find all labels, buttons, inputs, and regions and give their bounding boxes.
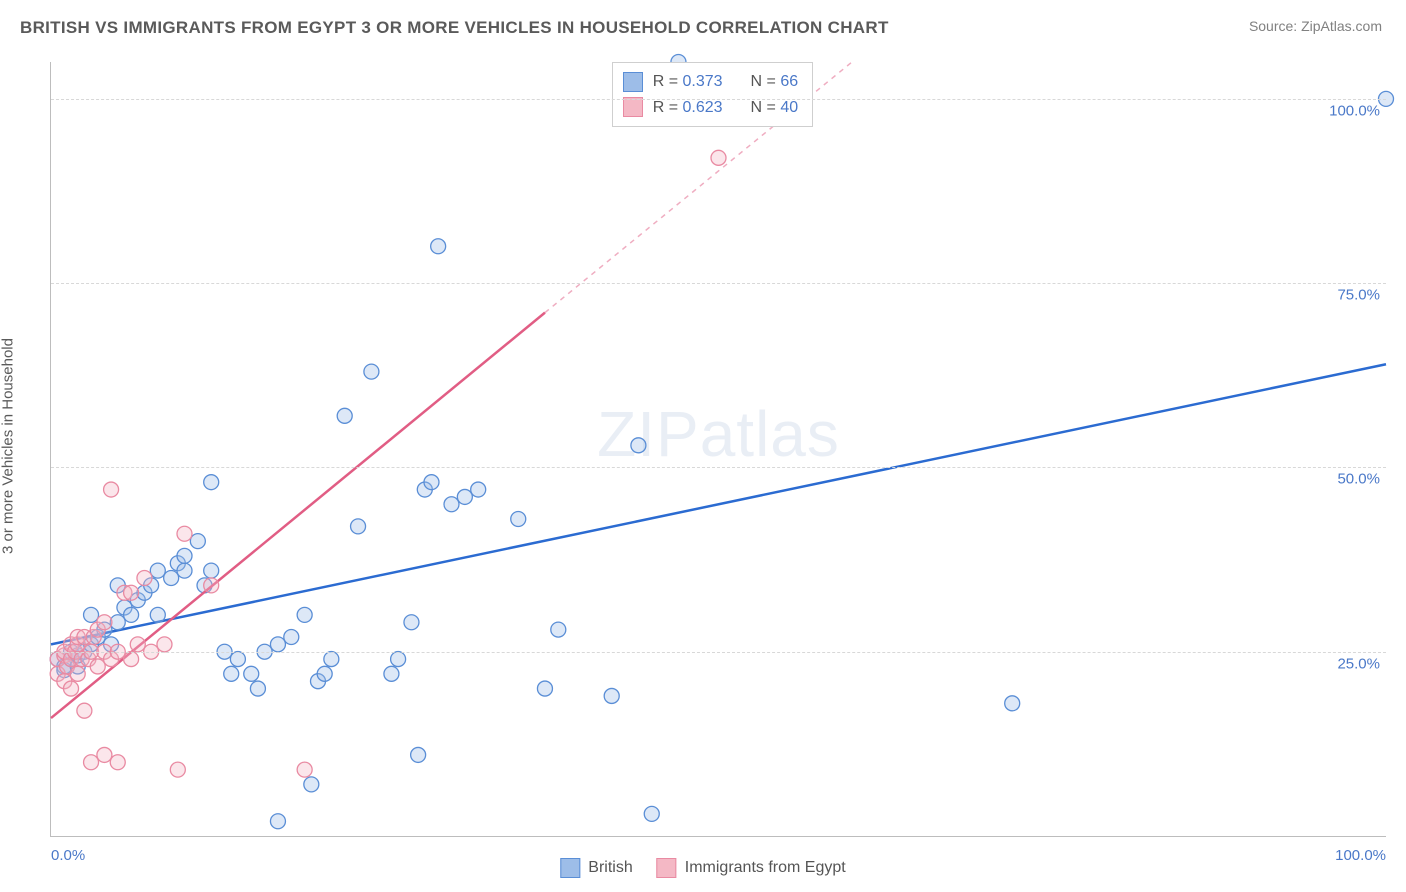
data-point-egypt	[137, 571, 152, 586]
data-point-egypt	[104, 482, 119, 497]
data-point-british	[411, 747, 426, 762]
data-point-egypt	[157, 637, 172, 652]
legend-item-british[interactable]: British	[560, 858, 632, 878]
data-point-british	[324, 652, 339, 667]
data-point-british	[384, 666, 399, 681]
data-point-british	[404, 615, 419, 630]
legend-label: British	[588, 859, 632, 877]
data-point-british	[224, 666, 239, 681]
data-point-egypt	[297, 762, 312, 777]
stats-row-british: R = 0.373 N = 66	[623, 69, 798, 95]
data-point-british	[444, 497, 459, 512]
data-point-egypt	[110, 755, 125, 770]
data-point-egypt	[97, 615, 112, 630]
data-point-british	[364, 364, 379, 379]
swatch-egypt-icon	[657, 858, 677, 878]
data-point-egypt	[97, 747, 112, 762]
data-point-british	[284, 629, 299, 644]
data-point-british	[644, 806, 659, 821]
data-point-british	[511, 512, 526, 527]
scatter-plot: ZIPatlas R = 0.373N = 66R = 0.623N = 40 …	[50, 62, 1386, 837]
swatch-british-icon	[623, 72, 643, 92]
stat-r-label: R = 0.373	[653, 69, 723, 95]
data-point-british	[150, 607, 165, 622]
gridline	[51, 99, 1386, 100]
legend-label: Immigrants from Egypt	[685, 859, 846, 877]
gridline	[51, 283, 1386, 284]
data-point-egypt	[64, 681, 79, 696]
chart-svg	[51, 62, 1386, 836]
data-point-egypt	[77, 703, 92, 718]
data-point-egypt	[130, 637, 145, 652]
data-point-egypt	[711, 150, 726, 165]
data-point-british	[457, 489, 472, 504]
swatch-british-icon	[560, 858, 580, 878]
x-tick-label: 0.0%	[51, 847, 85, 864]
data-point-british	[604, 688, 619, 703]
data-point-egypt	[124, 652, 139, 667]
data-point-british	[250, 681, 265, 696]
y-tick-label: 25.0%	[1337, 655, 1380, 672]
trend-line-british	[51, 364, 1386, 644]
y-tick-label: 75.0%	[1337, 287, 1380, 304]
data-point-british	[297, 607, 312, 622]
data-point-egypt	[177, 526, 192, 541]
data-point-british	[150, 563, 165, 578]
data-point-british	[337, 408, 352, 423]
data-point-egypt	[70, 666, 85, 681]
data-point-british	[270, 637, 285, 652]
data-point-egypt	[204, 578, 219, 593]
y-tick-label: 50.0%	[1337, 471, 1380, 488]
bottom-legend: British Immigrants from Egypt	[560, 858, 845, 878]
data-point-british	[190, 534, 205, 549]
stats-box: R = 0.373N = 66R = 0.623N = 40	[612, 62, 813, 127]
data-point-british	[270, 814, 285, 829]
y-axis-label: 3 or more Vehicles in Household	[0, 338, 17, 554]
swatch-egypt-icon	[623, 97, 643, 117]
source-prefix: Source:	[1249, 18, 1301, 34]
data-point-british	[244, 666, 259, 681]
data-point-british	[84, 607, 99, 622]
data-point-british	[304, 777, 319, 792]
data-point-british	[317, 666, 332, 681]
data-point-egypt	[90, 659, 105, 674]
data-point-british	[230, 652, 245, 667]
x-tick-label: 100.0%	[1335, 847, 1386, 864]
legend-item-egypt[interactable]: Immigrants from Egypt	[657, 858, 846, 878]
data-point-british	[424, 475, 439, 490]
data-point-british	[124, 607, 139, 622]
page-title: BRITISH VS IMMIGRANTS FROM EGYPT 3 OR MO…	[20, 18, 889, 38]
data-point-british	[537, 681, 552, 696]
data-point-british	[391, 652, 406, 667]
data-point-british	[631, 438, 646, 453]
data-point-british	[351, 519, 366, 534]
data-point-british	[1005, 696, 1020, 711]
gridline	[51, 652, 1386, 653]
data-point-egypt	[170, 762, 185, 777]
data-point-british	[204, 563, 219, 578]
data-point-british	[204, 475, 219, 490]
data-point-british	[164, 571, 179, 586]
y-tick-label: 100.0%	[1329, 102, 1380, 119]
source-link[interactable]: ZipAtlas.com	[1301, 18, 1382, 34]
data-point-egypt	[124, 585, 139, 600]
data-point-egypt	[84, 755, 99, 770]
source-label: Source: ZipAtlas.com	[1249, 18, 1382, 34]
data-point-british	[177, 563, 192, 578]
gridline	[51, 467, 1386, 468]
data-point-british	[431, 239, 446, 254]
data-point-british	[471, 482, 486, 497]
data-point-british	[177, 548, 192, 563]
data-point-british	[551, 622, 566, 637]
stat-n-label: N = 66	[751, 69, 799, 95]
